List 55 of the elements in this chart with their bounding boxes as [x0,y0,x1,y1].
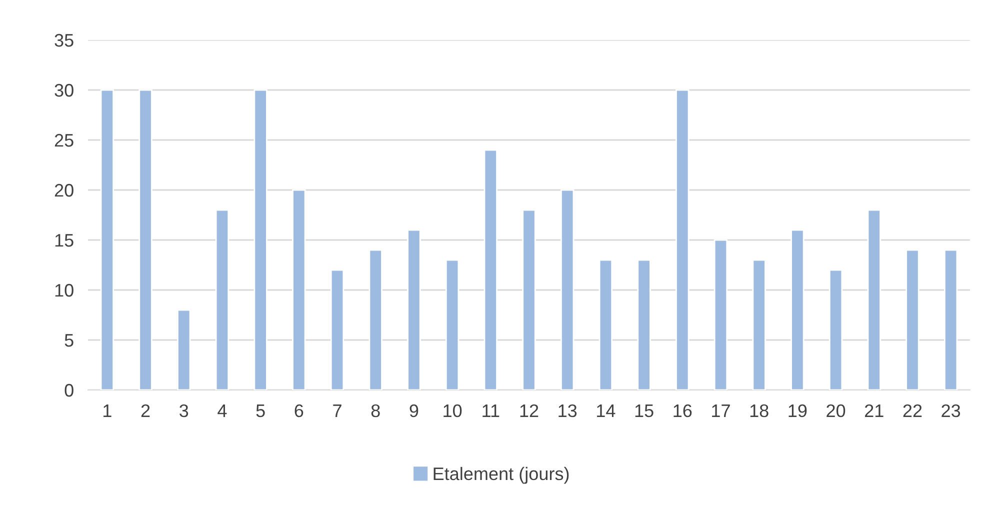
y-tick-label: 35 [54,34,74,47]
x-tick-label: 13 [558,404,577,418]
bar [254,89,268,390]
bar [330,269,344,390]
x-tick-label: 15 [635,404,654,418]
legend-label: Etalement (jours) [434,466,569,484]
bar [484,149,498,390]
bar [752,259,766,390]
x-tick-label: 19 [788,404,807,418]
bar [867,209,881,390]
bar [676,89,690,390]
y-tick-label: 25 [54,134,74,147]
bar [828,269,843,390]
bar [906,249,920,390]
x-tick-label: 16 [674,404,692,418]
x-tick-label: 11 [482,404,500,417]
bar [522,209,536,390]
x-tick-label: 22 [903,404,922,417]
x-tick-label: 4 [218,404,227,417]
bar [407,229,421,390]
bar [598,259,613,390]
x-tick-label: 7 [333,404,342,417]
y-tick-label: 10 [55,284,74,297]
bar [714,239,728,390]
y-tick-label: 0 [64,384,74,397]
x-tick-label: 2 [141,404,150,417]
bar [560,189,574,390]
bar [944,249,958,390]
y-tick-label: 30 [54,84,74,97]
x-tick-label: 9 [410,404,418,418]
x-tick-label: 18 [750,404,768,418]
x-tick-label: 21 [865,404,884,417]
x-tick-label: 14 [597,404,616,417]
x-tick-label: 6 [294,404,304,418]
x-tick-label: 23 [942,404,960,418]
bar [100,89,114,390]
x-tick-label: 8 [371,404,380,418]
bar [177,309,191,390]
bar [368,249,382,390]
bar [637,259,651,390]
x-tick-label: 12 [520,404,538,417]
x-tick-label: 1 [104,404,112,417]
bar [138,89,152,390]
x-tick-label: 3 [180,404,188,418]
x-tick-label: 5 [256,404,265,418]
y-tick-label: 5 [64,334,74,347]
x-tick-label: 20 [826,404,846,418]
x-tick-label: 10 [444,404,462,418]
y-tick-label: 15 [55,234,74,247]
bar [215,209,230,390]
y-tick-label: 20 [54,184,74,197]
bar [790,229,804,390]
bar [292,189,306,390]
bar [445,259,460,390]
x-tick-label: 17 [712,404,730,417]
